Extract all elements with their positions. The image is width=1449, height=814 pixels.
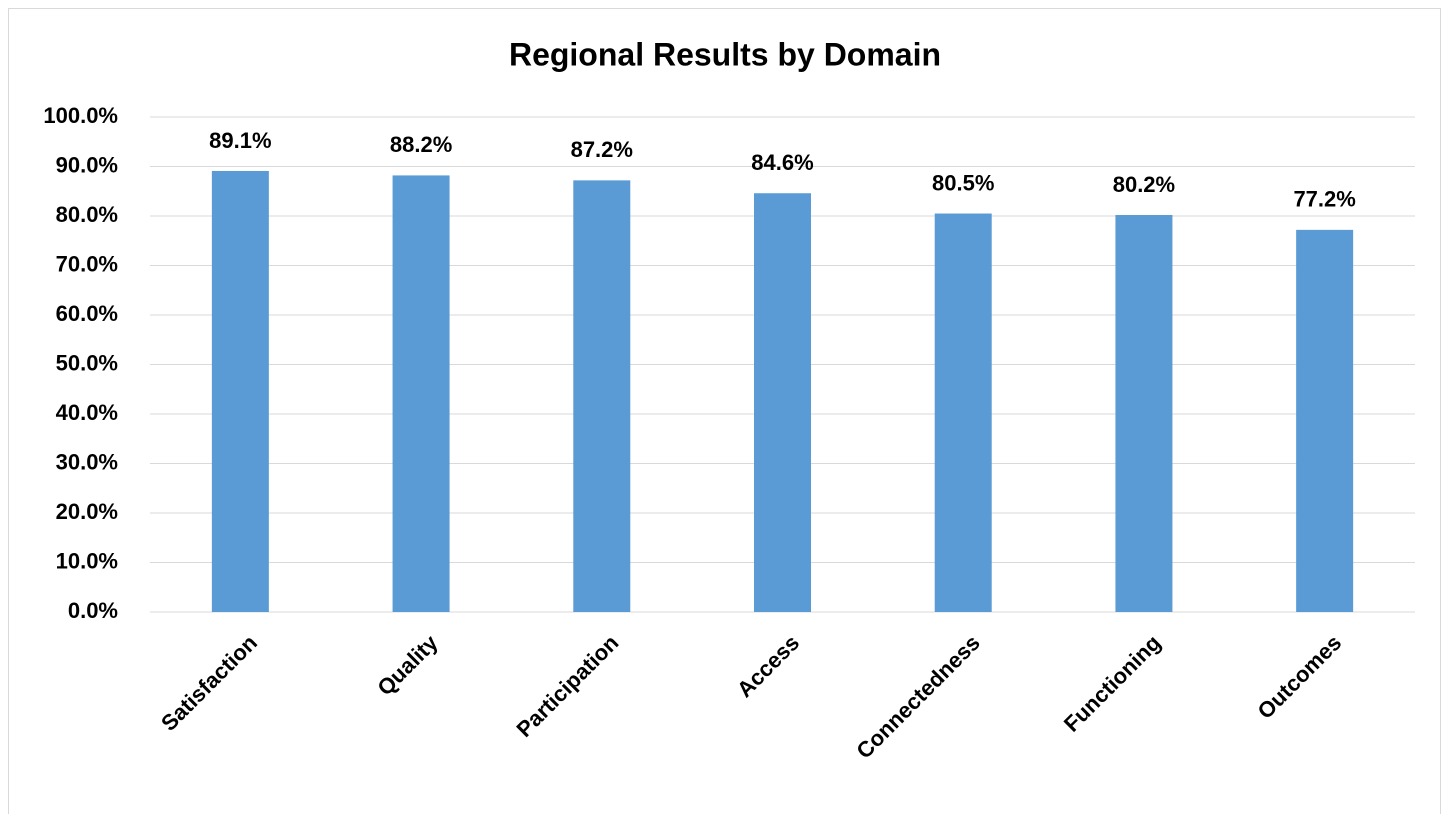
value-label: 80.5% — [932, 170, 994, 195]
bar — [1296, 229, 1354, 613]
y-tick-label: 60.0% — [56, 301, 118, 326]
bar — [573, 180, 631, 613]
value-label: 80.2% — [1113, 172, 1175, 197]
value-label: 88.2% — [390, 132, 452, 157]
y-tick-label: 70.0% — [56, 251, 118, 276]
value-label: 87.2% — [571, 137, 633, 162]
bar — [1115, 215, 1173, 612]
value-label: 77.2% — [1293, 187, 1355, 212]
y-tick-label: 50.0% — [56, 350, 118, 375]
y-tick-label: 90.0% — [56, 152, 118, 177]
bar — [392, 175, 450, 612]
y-tick-label: 20.0% — [56, 499, 118, 524]
y-tick-label: 40.0% — [56, 400, 118, 425]
bar — [754, 193, 811, 613]
y-tick-label: 30.0% — [56, 449, 118, 474]
value-label: 89.1% — [209, 128, 271, 153]
y-tick-label: 100.0% — [43, 103, 118, 128]
chart-title: Regional Results by Domain — [509, 36, 941, 72]
bar — [211, 170, 269, 612]
y-tick-label: 0.0% — [68, 598, 118, 623]
bar — [934, 213, 992, 612]
y-tick-label: 80.0% — [56, 202, 118, 227]
value-label: 84.6% — [751, 150, 813, 175]
y-tick-label: 10.0% — [56, 548, 118, 573]
